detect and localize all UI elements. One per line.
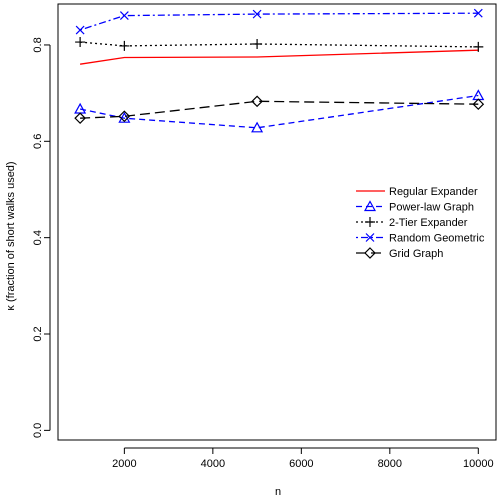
y-tick-label: 0.6 [32, 134, 44, 149]
x-tick-label: 8000 [378, 458, 402, 470]
y-tick-label: 0.4 [32, 230, 44, 245]
series-line-grid-graph [80, 100, 479, 119]
legend-marker-power-law-graph [363, 200, 377, 212]
data-point-power-law-graph [472, 89, 485, 101]
legend-label-grid-graph: Grid Graph [389, 248, 443, 260]
legend-label-regular-expander: Regular Expander [389, 186, 478, 198]
data-point-2-tier-expander [75, 37, 86, 48]
data-point-random-geometric [75, 25, 85, 35]
x-tick-label: 4000 [201, 458, 225, 470]
data-point-grid-graph [251, 95, 263, 108]
x-tick-label: 10000 [463, 458, 494, 470]
data-point-2-tier-expander [119, 40, 130, 51]
data-point-grid-graph [74, 112, 86, 125]
data-point-power-law-graph [118, 111, 131, 123]
y-tick-label: 0.8 [32, 37, 44, 52]
y-tick-label: 0.2 [32, 326, 44, 341]
y-tick-label: 0.0 [32, 423, 44, 438]
data-point-random-geometric [119, 11, 129, 20]
plot-frame [57, 3, 497, 441]
series-line-random-geometric [79, 12, 479, 31]
legend-label-random-geometric: Random Geometric [389, 233, 485, 245]
x-tick-label: 2000 [112, 458, 136, 470]
legend-marker-random-geometric [365, 233, 375, 242]
legend-label-power-law-graph: Power-law Graph [389, 202, 474, 214]
x-tick-label: 6000 [289, 458, 313, 470]
data-point-random-geometric [473, 8, 483, 18]
y-axis-label: κ (fraction of short walks used) [5, 161, 17, 310]
series-line-power-law-graph [79, 94, 479, 129]
data-point-power-law-graph [74, 102, 87, 114]
legend-label-2-tier-expander: 2-Tier Expander [389, 217, 468, 229]
series-line-2-tier-expander [80, 41, 479, 48]
series-line-regular-expander [80, 49, 479, 65]
data-point-power-law-graph [251, 121, 264, 133]
legend-marker-grid-graph [364, 247, 376, 259]
data-point-2-tier-expander [252, 38, 263, 49]
data-point-random-geometric [252, 9, 262, 19]
data-point-2-tier-expander [473, 41, 484, 52]
data-point-grid-graph [118, 110, 131, 123]
data-point-grid-graph [472, 98, 485, 111]
legend-marker-2-tier-expander [365, 217, 375, 227]
x-axis-label: n [275, 486, 281, 498]
